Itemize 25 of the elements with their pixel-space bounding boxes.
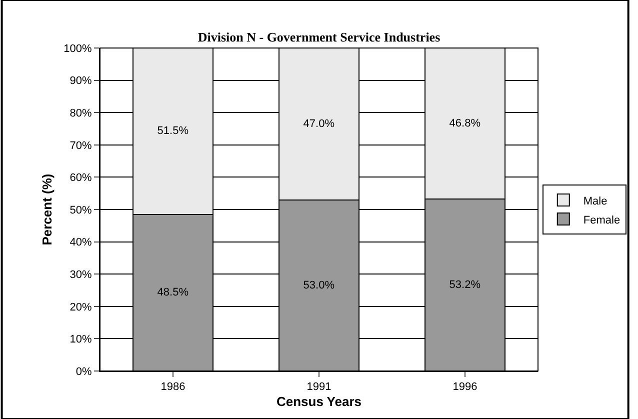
data-label: 53.0% bbox=[303, 279, 335, 292]
x-tick-label: 1986 bbox=[160, 381, 186, 394]
legend-label: Female bbox=[583, 214, 620, 226]
data-label: 47.0% bbox=[303, 118, 335, 130]
y-tick-label: 90% bbox=[70, 75, 92, 88]
data-label: 48.5% bbox=[157, 286, 189, 299]
y-tick-label: 60% bbox=[70, 172, 92, 184]
data-label: 46.8% bbox=[449, 118, 481, 130]
y-tick-label: 50% bbox=[70, 204, 92, 216]
y-tick-label: 100% bbox=[64, 42, 92, 55]
data-label: 51.5% bbox=[157, 125, 189, 138]
x-tick-label: 1996 bbox=[452, 381, 478, 394]
y-tick-label: 70% bbox=[70, 140, 92, 152]
y-axis-title: Percent (%) bbox=[40, 174, 55, 246]
y-tick-label: 10% bbox=[70, 334, 92, 346]
x-tick-label: 1991 bbox=[306, 381, 332, 394]
y-tick-label: 20% bbox=[70, 301, 92, 314]
y-tick-label: 80% bbox=[70, 107, 92, 120]
y-tick-label: 30% bbox=[70, 268, 92, 281]
y-tick-label: 0% bbox=[76, 366, 92, 378]
chart-title: Division N - Government Service Industries bbox=[198, 29, 440, 44]
legend-label: Male bbox=[583, 195, 608, 208]
data-label: 53.2% bbox=[449, 279, 481, 292]
y-tick-label: 40% bbox=[70, 236, 92, 249]
x-axis-title: Census Years bbox=[276, 394, 362, 409]
